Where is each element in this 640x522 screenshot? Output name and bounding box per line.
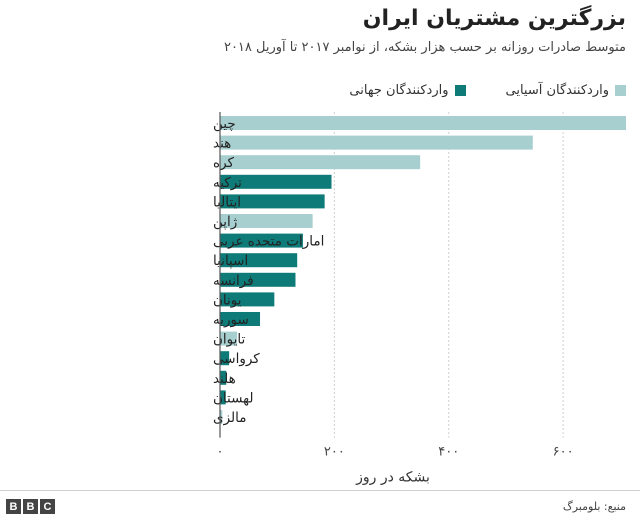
- chart-legend: واردکنندگان آسیایی واردکنندگان جهانی: [349, 83, 626, 98]
- category-label: کره: [213, 155, 235, 171]
- category-label: امارات متحده عربی: [213, 234, 324, 250]
- x-tick-label: ۴۰۰: [438, 445, 459, 460]
- bar: [220, 194, 325, 209]
- legend-swatch-asian: [615, 85, 626, 96]
- category-label: هند: [213, 136, 231, 152]
- bar: [220, 292, 275, 307]
- legend-swatch-global: [454, 85, 466, 96]
- legend-label-asian: واردکنندگان آسیایی: [505, 83, 610, 98]
- category-label: هلند: [213, 371, 236, 387]
- x-axis-title: بشکه در روز: [355, 470, 430, 486]
- bar: [220, 135, 533, 150]
- bar: [220, 331, 238, 346]
- legend-item-global: واردکنندگان جهانی: [349, 83, 466, 98]
- category-label: اسپانیا: [213, 253, 248, 269]
- logo-letter: B: [6, 499, 21, 514]
- source-note: منبع: بلومبرگ: [562, 500, 626, 513]
- category-label: سوریه: [213, 312, 249, 328]
- bar: [220, 253, 298, 268]
- bar: [220, 214, 313, 228]
- x-tick-label: ۲۰۰: [324, 445, 345, 460]
- legend-item-asian: واردکنندگان آسیایی: [505, 83, 626, 98]
- bar: [220, 370, 227, 385]
- bar: [220, 155, 421, 170]
- category-label: فرانسه: [213, 273, 254, 289]
- category-label: ژاپن: [213, 214, 237, 230]
- chart-subtitle: متوسط صادرات روزانه بر حسب هزار بشکه، از…: [223, 40, 626, 55]
- bar: [220, 390, 226, 405]
- category-label: لهستان: [213, 390, 253, 406]
- x-tick-label: ۰: [217, 445, 224, 460]
- bar: [220, 312, 261, 326]
- category-label: تایوان: [213, 332, 246, 348]
- category-label: مالزی: [213, 410, 246, 426]
- bbc-logo: B B C: [6, 499, 55, 514]
- logo-letter: C: [40, 499, 55, 514]
- bar: [220, 233, 303, 248]
- bar: [220, 351, 230, 366]
- logo-letter: B: [23, 499, 38, 514]
- category-label: کرواسی: [213, 351, 260, 367]
- bar: [220, 272, 296, 287]
- x-tick-label: ۶۰۰: [553, 445, 574, 460]
- category-label: چین: [213, 116, 236, 132]
- bar: [220, 410, 223, 424]
- category-label: یونان: [213, 292, 242, 308]
- legend-label-global: واردکنندگان جهانی: [349, 83, 449, 98]
- bar: [220, 174, 332, 189]
- category-label: ایتالیا: [213, 194, 241, 210]
- bar: [220, 116, 626, 130]
- bar-chart: ۰ ۲۰۰ ۴۰۰ ۶۰۰ چین هند کره ترکیه ایتالیا ژاپن امارا…: [213, 112, 626, 486]
- footer-divider: [0, 490, 640, 491]
- chart-title: بزرگترین مشتریان ایران: [362, 6, 626, 31]
- category-label: ترکیه: [213, 175, 242, 191]
